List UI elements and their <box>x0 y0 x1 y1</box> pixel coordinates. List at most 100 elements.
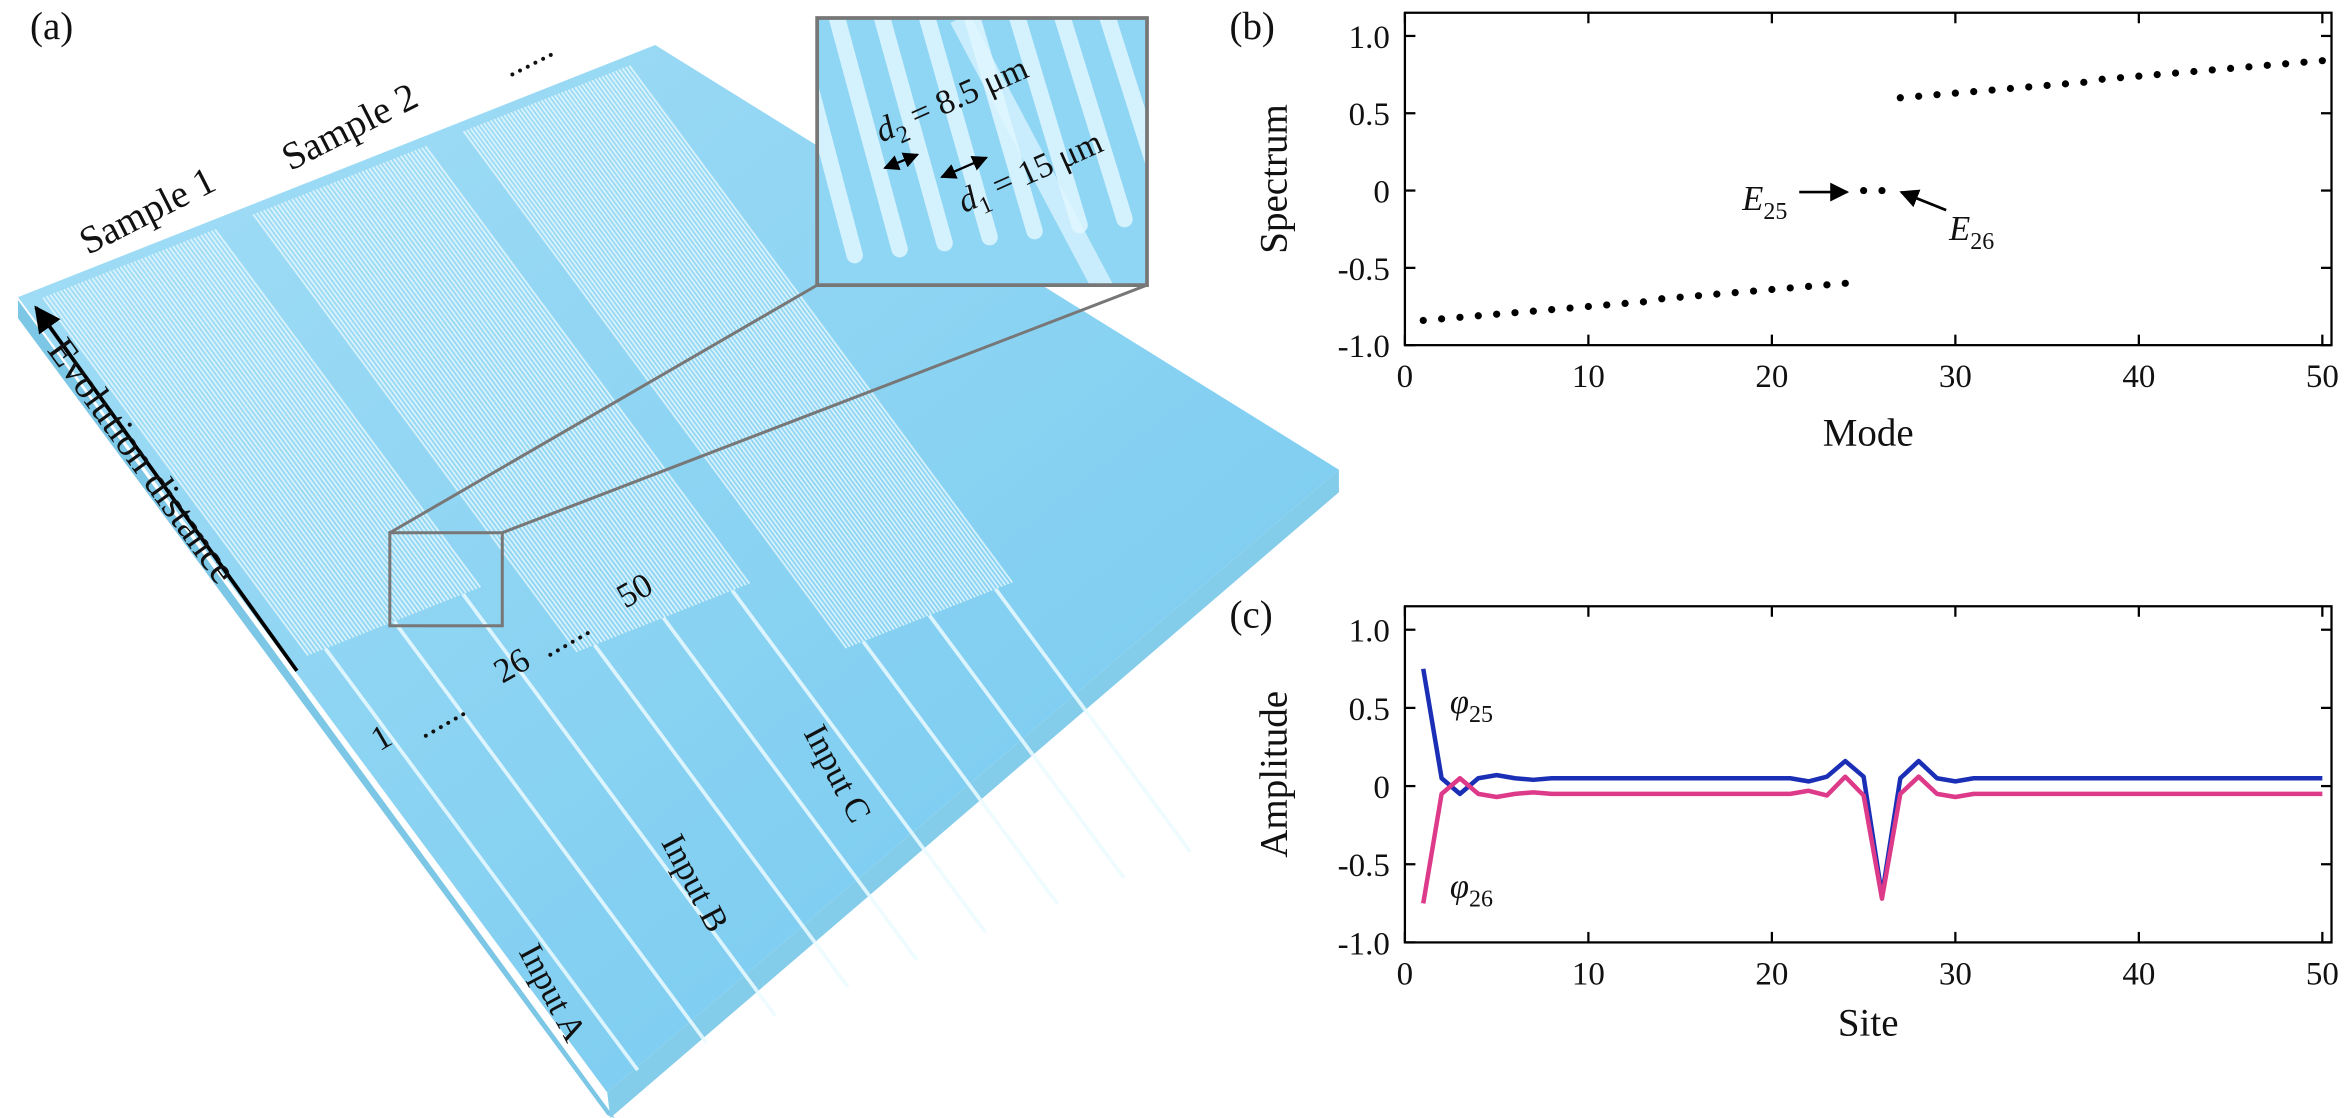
point <box>1639 298 1648 306</box>
waveguide <box>87 278 355 638</box>
point <box>1841 279 1849 287</box>
d2-arrow <box>883 152 920 170</box>
subscript: 25 <box>1469 702 1493 728</box>
input-waveguide <box>593 643 850 989</box>
point <box>1951 89 1959 97</box>
waveguide <box>483 122 868 641</box>
subscript: 26 <box>1970 229 1994 255</box>
phi26-label: φ26 <box>1450 867 1493 912</box>
point <box>2318 57 2326 65</box>
waveguide <box>196 235 464 595</box>
waveguide <box>130 262 397 622</box>
point <box>1603 301 1611 309</box>
waveguide <box>84 280 352 640</box>
point <box>1896 94 1904 102</box>
waveguide <box>382 162 709 601</box>
waveguide <box>479 123 865 643</box>
evolution-arrow <box>34 305 299 672</box>
waveguide <box>56 291 323 651</box>
y-tick-label: 0.5 <box>1349 692 1390 728</box>
point <box>1419 316 1427 325</box>
point <box>1493 310 1501 318</box>
waveguide <box>396 156 723 596</box>
y-tick-label: -0.5 <box>1338 848 1390 884</box>
waveguide <box>389 159 716 599</box>
waveguide <box>270 206 596 646</box>
x-tick-label: 0 <box>1397 359 1413 395</box>
waveguide <box>256 212 582 651</box>
waveguide <box>172 245 439 605</box>
waveguide <box>466 129 851 648</box>
waveguide <box>182 241 450 601</box>
symbol: φ <box>1450 683 1469 721</box>
waveguide <box>476 125 861 644</box>
waveguide <box>601 75 986 594</box>
waveguide <box>357 172 684 611</box>
waveguide <box>385 160 712 600</box>
waveguide <box>340 179 666 618</box>
waveguide <box>144 256 411 616</box>
waveguide <box>530 103 915 622</box>
waveguide <box>462 130 848 649</box>
plot-frame <box>1403 11 2333 347</box>
waveguide <box>291 198 617 638</box>
point <box>1749 287 1758 295</box>
waveguide <box>516 109 902 628</box>
waveguide <box>336 180 663 620</box>
waveguide <box>570 87 956 606</box>
waveguide <box>472 126 858 645</box>
input-waveguide <box>323 647 640 1072</box>
waveguide <box>122 264 390 625</box>
y-tick-label: 1.0 <box>1349 20 1390 56</box>
point <box>1878 186 1886 195</box>
waveguide <box>499 115 885 634</box>
waveguide <box>584 82 970 601</box>
waveguide <box>59 289 327 650</box>
waveguide <box>161 249 429 609</box>
x-tick-label: 20 <box>1755 956 1788 992</box>
inset-waveguide <box>1099 18 1148 170</box>
waveguide <box>312 190 638 629</box>
point <box>1676 293 1684 301</box>
waveguide <box>520 107 905 626</box>
subscript: 25 <box>1763 199 1787 225</box>
point <box>1970 88 1978 96</box>
waveguide <box>298 195 624 635</box>
plot-frame <box>1403 605 2333 944</box>
waveguide <box>399 155 726 595</box>
waveguide <box>378 163 705 603</box>
waveguide <box>186 239 453 600</box>
slab-side <box>607 469 1339 1118</box>
waveguide <box>140 258 408 618</box>
waveguide <box>594 78 980 597</box>
waveguide <box>294 197 621 636</box>
input-waveguide <box>392 620 708 1045</box>
waveguide <box>49 294 316 654</box>
waveguide <box>581 83 966 602</box>
waveguide <box>368 167 695 607</box>
input-waveguide <box>861 640 1060 906</box>
e25-label: E25 <box>1741 180 1787 225</box>
spectrum-chart: E25 E26 0 10 20 30 40 501.00.50-0.5-1.0ModeSp… <box>1252 11 2339 455</box>
waveguide <box>510 111 895 630</box>
waveguide <box>375 165 702 604</box>
d1-arrow <box>940 155 989 179</box>
waveguide <box>392 158 719 597</box>
waveguide <box>537 101 922 620</box>
waveguide <box>315 188 642 628</box>
waveguide <box>284 201 610 640</box>
waveguide <box>266 208 593 647</box>
series-line <box>1421 668 2323 898</box>
waveguide <box>91 277 359 637</box>
point <box>2245 63 2253 71</box>
point <box>1511 309 1519 317</box>
waveguide <box>305 192 631 632</box>
inset-waveguide <box>1144 18 1148 27</box>
point <box>1621 299 1629 308</box>
point <box>1566 304 1574 312</box>
point <box>2208 66 2216 74</box>
waveguide <box>403 154 730 593</box>
waveguide <box>614 70 1000 589</box>
point <box>1658 295 1666 303</box>
